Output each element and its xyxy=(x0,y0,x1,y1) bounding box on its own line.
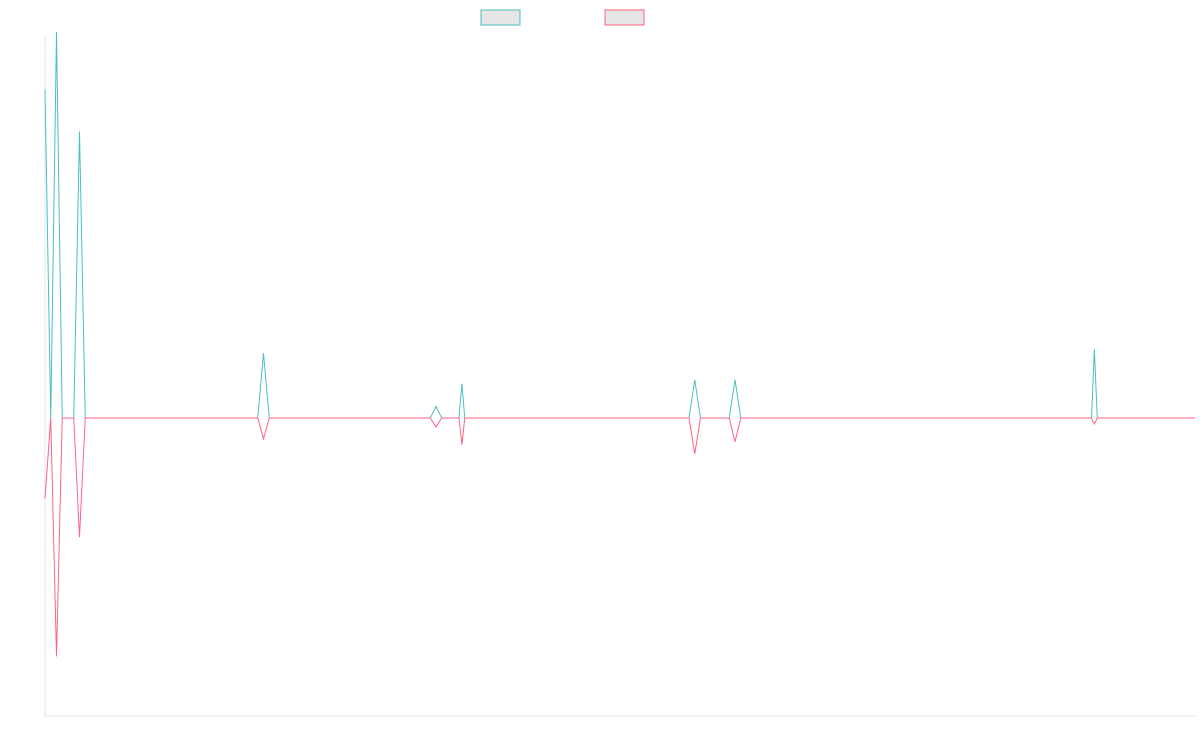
legend xyxy=(480,9,645,26)
legend-swatch-1[interactable] xyxy=(604,9,645,26)
series-line-0 xyxy=(44,32,1195,419)
legend-swatch-0[interactable] xyxy=(480,9,521,26)
series-layer xyxy=(44,32,1195,657)
axes xyxy=(44,36,1195,717)
series-line-1 xyxy=(44,417,1195,657)
